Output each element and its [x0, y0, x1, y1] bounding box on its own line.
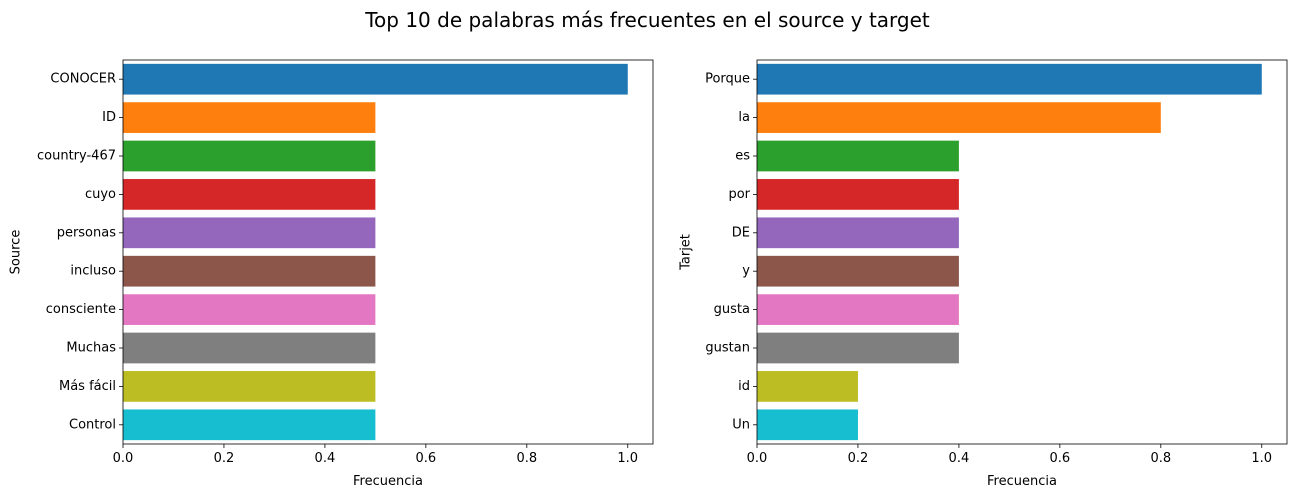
category-label: es — [735, 149, 750, 164]
category-label: cuyo — [85, 187, 116, 202]
y-axis-label: Source — [9, 230, 24, 275]
bar-target-5 — [757, 217, 959, 249]
category-label: gustan — [705, 341, 750, 356]
category-label: Más fácil — [59, 379, 116, 394]
category-label: id — [738, 379, 750, 394]
xtick-label: 0.6 — [416, 451, 437, 466]
panel-target: Porque la es por DE y gusta gustan id Un 0.0 0.2 0.4… — [679, 59, 1288, 489]
plot-frame-source — [122, 59, 654, 445]
plot-frame-target — [756, 59, 1288, 445]
category-label: ID — [102, 110, 116, 125]
xtick-label: 0.4 — [315, 451, 336, 466]
bar-target-4 — [757, 179, 959, 210]
bar-source-7 — [123, 294, 376, 325]
xtick-label: 0.4 — [949, 451, 970, 466]
bar-source-10 — [123, 409, 376, 441]
category-label: consciente — [46, 302, 116, 317]
bar-source-4 — [123, 179, 376, 210]
panel-source: CONOCER ID country-467 cuyo personas incluso c… — [9, 59, 654, 489]
bar-target-6 — [757, 255, 959, 287]
bar-source-6 — [123, 255, 376, 287]
category-label: gusta — [714, 302, 750, 317]
category-label: por — [728, 187, 750, 202]
bar-target-8 — [757, 332, 959, 364]
xtick-label: 1.0 — [1251, 451, 1272, 466]
xtick-label: 0.2 — [214, 451, 235, 466]
xtick-label: 0.0 — [113, 451, 134, 466]
category-label: y — [742, 264, 750, 279]
xtick-label: 0.8 — [1150, 451, 1171, 466]
category-label: Muchas — [66, 341, 116, 356]
xtick-label: 0.2 — [848, 451, 869, 466]
category-label: incluso — [70, 264, 116, 279]
category-label: la — [738, 110, 750, 125]
xtick-label: 1.0 — [617, 451, 638, 466]
bar-target-3 — [757, 140, 959, 172]
category-label: personas — [57, 225, 117, 240]
x-axis-label: Frecuencia — [353, 474, 423, 489]
category-label: CONOCER — [50, 72, 116, 87]
bar-target-1 — [757, 63, 1262, 95]
figure-title: Top 10 de palabras más frecuentes en el … — [365, 8, 930, 32]
category-label: Un — [732, 417, 750, 432]
bar-target-9 — [757, 371, 858, 402]
bar-source-5 — [123, 217, 376, 249]
bar-source-3 — [123, 140, 376, 172]
x-axis-label: Frecuencia — [987, 474, 1057, 489]
bar-source-9 — [123, 371, 376, 402]
bar-source-2 — [123, 102, 376, 133]
bar-target-10 — [757, 409, 858, 441]
bar-target-2 — [757, 102, 1161, 133]
xtick-label: 0.8 — [516, 451, 537, 466]
category-label: Porque — [705, 72, 750, 87]
bar-target-7 — [757, 294, 959, 325]
xtick-label: 0.6 — [1050, 451, 1071, 466]
xtick-label: 0.0 — [747, 451, 768, 466]
bar-source-1 — [123, 63, 628, 95]
category-label: DE — [732, 225, 750, 240]
bar-source-8 — [123, 332, 376, 364]
category-label: Control — [69, 417, 116, 432]
y-axis-label: Tarjet — [679, 234, 694, 271]
category-label: country-467 — [37, 149, 116, 164]
